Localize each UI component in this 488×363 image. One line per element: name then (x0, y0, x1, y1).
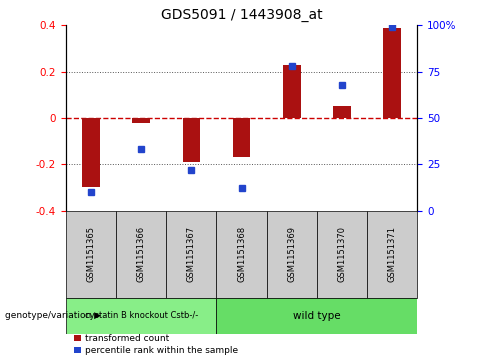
Title: GDS5091 / 1443908_at: GDS5091 / 1443908_at (161, 8, 323, 22)
Bar (66, 298, 217, 334)
Bar (367, 211, 417, 298)
Text: GSM1151368: GSM1151368 (237, 226, 246, 282)
Text: GSM1151367: GSM1151367 (187, 226, 196, 282)
Text: wild type: wild type (293, 311, 341, 321)
Bar (266, 211, 317, 298)
Bar (66, 211, 116, 298)
Bar (217, 298, 417, 334)
Text: GSM1151366: GSM1151366 (137, 226, 146, 282)
Text: GSM1151370: GSM1151370 (337, 226, 346, 282)
Bar (183, 118, 200, 162)
Text: GSM1151365: GSM1151365 (86, 226, 96, 282)
Bar (82, 118, 100, 187)
Bar (283, 65, 301, 118)
Bar (384, 28, 401, 118)
Bar (317, 211, 367, 298)
Bar (166, 211, 217, 298)
Bar (333, 106, 351, 118)
Bar (217, 211, 266, 298)
Text: cystatin B knockout Cstb-/-: cystatin B knockout Cstb-/- (84, 311, 198, 320)
Bar (132, 118, 150, 123)
Bar (116, 211, 166, 298)
Text: genotype/variation ▶: genotype/variation ▶ (5, 311, 101, 320)
Text: GSM1151371: GSM1151371 (387, 226, 397, 282)
Text: GSM1151369: GSM1151369 (287, 226, 296, 282)
Bar (233, 118, 250, 157)
Legend: transformed count, percentile rank within the sample: transformed count, percentile rank withi… (70, 331, 242, 359)
